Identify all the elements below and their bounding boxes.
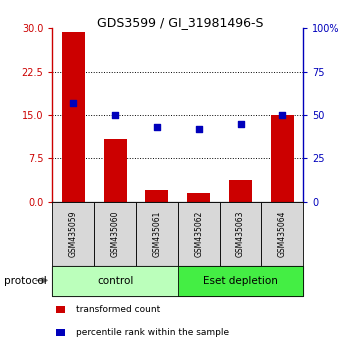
Text: GSM435061: GSM435061: [152, 210, 161, 257]
Bar: [136, 202, 178, 266]
Point: [154, 124, 160, 130]
Bar: [52, 202, 94, 266]
Bar: [145, 190, 168, 202]
Bar: [261, 202, 303, 266]
Text: protocol: protocol: [4, 276, 46, 286]
Bar: [229, 180, 252, 202]
Point: [112, 112, 118, 118]
Bar: [52, 266, 178, 296]
Bar: [219, 202, 261, 266]
Text: GSM435063: GSM435063: [236, 210, 245, 257]
Bar: [178, 266, 303, 296]
Point: [196, 126, 201, 132]
Text: GSM435062: GSM435062: [194, 210, 203, 257]
Text: GDS3599 / GI_31981496-S: GDS3599 / GI_31981496-S: [97, 16, 264, 29]
Point: [70, 100, 76, 106]
Text: GSM435059: GSM435059: [69, 210, 78, 257]
Text: percentile rank within the sample: percentile rank within the sample: [76, 328, 229, 337]
Text: GSM435060: GSM435060: [110, 210, 119, 257]
Text: GSM435064: GSM435064: [278, 210, 287, 257]
Text: transformed count: transformed count: [76, 305, 160, 314]
Bar: [271, 115, 294, 202]
Bar: [187, 193, 210, 202]
Bar: [62, 32, 85, 202]
Bar: [104, 139, 127, 202]
Bar: [94, 202, 136, 266]
Text: control: control: [97, 275, 133, 286]
Point: [279, 112, 285, 118]
Bar: [178, 202, 219, 266]
Point: [238, 121, 243, 127]
Text: Eset depletion: Eset depletion: [203, 275, 278, 286]
